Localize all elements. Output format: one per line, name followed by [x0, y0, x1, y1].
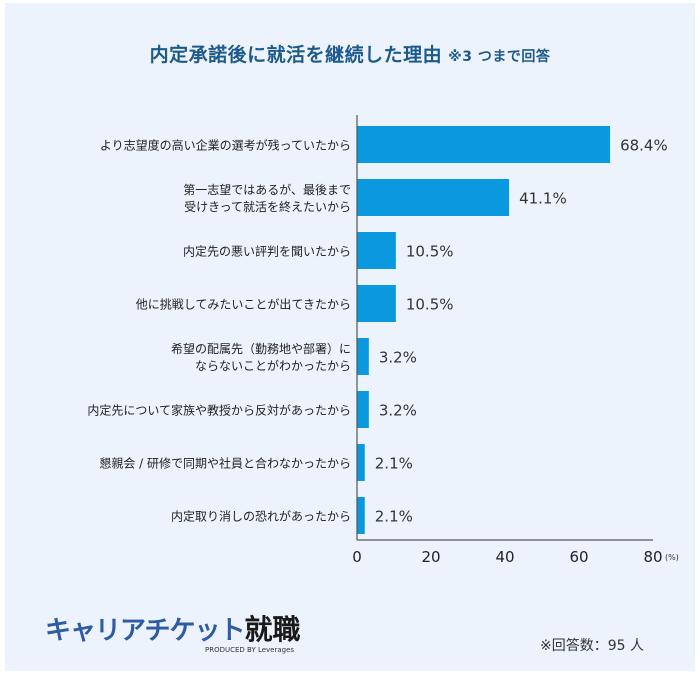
bar	[357, 497, 365, 534]
category-label: 希望の配属先（勤務地や部署）に	[171, 341, 351, 356]
bar	[357, 179, 510, 216]
data-label: 3.2%	[379, 402, 417, 420]
x-tick-label: 0	[352, 548, 362, 566]
logo-sub: PRODUCED BY Leverages	[205, 646, 295, 654]
x-tick-label: 40	[495, 548, 514, 566]
chart-panel	[5, 3, 695, 671]
data-label: 3.2%	[379, 349, 417, 367]
category-label: 内定取り消しの恐れがあったから	[171, 509, 351, 524]
x-tick-label: 60	[569, 548, 588, 566]
data-label: 41.1%	[519, 190, 567, 208]
bar	[357, 391, 369, 428]
bar	[357, 444, 365, 481]
logo-main: キャリアチケット	[45, 616, 245, 646]
data-label: 10.5%	[406, 243, 454, 261]
data-label: 68.4%	[620, 137, 668, 155]
category-label: 第一志望ではあるが、最後まで	[183, 182, 351, 197]
data-label: 2.1%	[375, 455, 413, 473]
title-note: ※3 つまで回答	[448, 49, 551, 65]
category-label: 懇親会 / 研修で同期や社員と合わなかったから	[99, 456, 351, 471]
x-tick-label: 80	[643, 548, 662, 566]
logo-accent: 就職	[244, 613, 301, 646]
category-label: 受けきって就活を終えたいから	[184, 199, 351, 214]
logo: キャリアチケット就職 PRODUCED BY Leverages	[45, 608, 301, 654]
bar	[357, 126, 611, 163]
category-label: ならないことがわかったから	[195, 358, 351, 373]
bar	[357, 232, 396, 269]
respondent-count: ※回答数：95 人	[540, 638, 644, 654]
data-label: 2.1%	[375, 508, 413, 526]
data-label: 10.5%	[406, 296, 454, 314]
x-tick-label: 20	[421, 548, 440, 566]
category-label: 内定先の悪い評判を聞いたから	[183, 244, 351, 259]
category-label: より志望度の高い企業の選考が残っていたから	[100, 138, 351, 153]
bar	[357, 338, 369, 375]
chart-title: 内定承諾後に就活を継続した理由 ※3 つまで回答	[0, 40, 700, 67]
x-unit-label: (%)	[665, 553, 679, 562]
category-label: 内定先について家族や教授から反対があったから	[87, 403, 351, 418]
title-text: 内定承諾後に就活を継続した理由	[149, 44, 443, 66]
category-label: 他に挑戦してみたいことが出てきたから	[136, 297, 351, 312]
bar	[357, 285, 396, 322]
